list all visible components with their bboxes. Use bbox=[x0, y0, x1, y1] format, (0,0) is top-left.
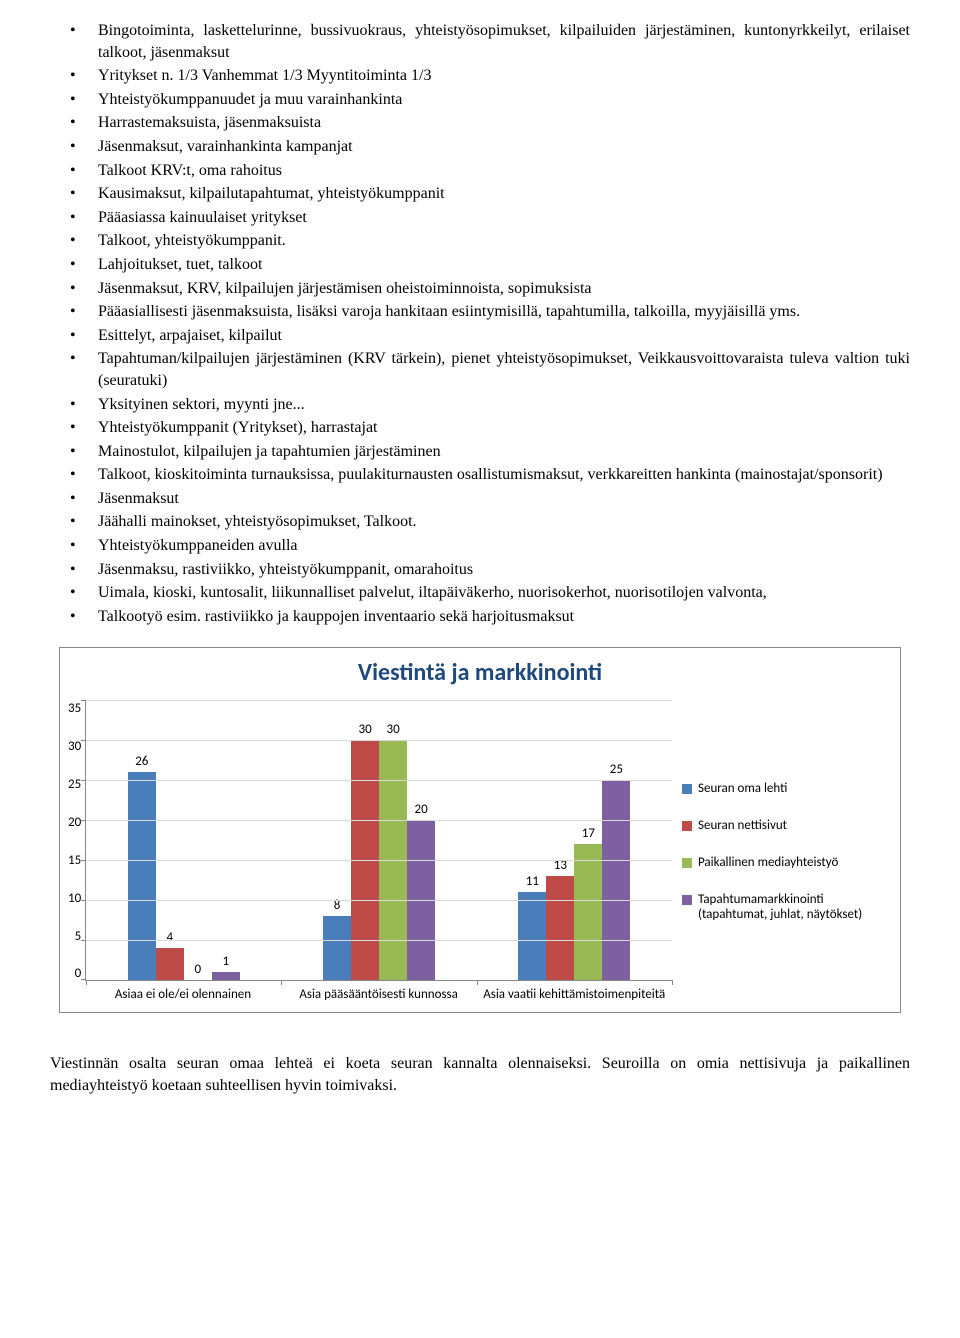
x-tick-mark bbox=[477, 980, 478, 985]
x-tick-mark bbox=[281, 980, 282, 985]
list-item: Yhteistyökumppaneiden avulla bbox=[50, 535, 910, 557]
bar-group: 8 30 30 20 bbox=[281, 701, 476, 980]
list-item: Lahjoitukset, tuet, talkoot bbox=[50, 254, 910, 276]
list-item: Bingotoiminta, laskettelurinne, bussivuo… bbox=[50, 20, 910, 63]
list-item: Harrastemaksuista, jäsenmaksuista bbox=[50, 112, 910, 134]
legend-item: Seuran oma lehti bbox=[682, 781, 892, 796]
y-tick-mark bbox=[81, 820, 86, 821]
chart-title: Viestintä ja markkinointi bbox=[68, 658, 892, 687]
list-item: Jäsenmaksut, KRV, kilpailujen järjestämi… bbox=[50, 278, 910, 300]
list-item: Yksityinen sektori, myynti jne... bbox=[50, 394, 910, 416]
legend-label: Seuran oma lehti bbox=[698, 781, 787, 796]
x-axis-labels: Asiaa ei ole/ei olennainenAsia pääsääntö… bbox=[85, 987, 672, 1002]
list-item: Mainostulot, kilpailujen ja tapahtumien … bbox=[50, 441, 910, 463]
list-item: Talkoot, yhteistyökumppanit. bbox=[50, 230, 910, 252]
y-tick-label: 25 bbox=[68, 777, 81, 792]
bar-value-label: 1 bbox=[223, 954, 230, 969]
list-item: Pääasiallisesti jäsenmaksuista, lisäksi … bbox=[50, 301, 910, 323]
legend-item: Paikallinen mediayhteistyö bbox=[682, 855, 892, 870]
chart-container: Viestintä ja markkinointi 35302520151050… bbox=[59, 647, 901, 1013]
list-item: Pääasiassa kainuulaiset yritykset bbox=[50, 207, 910, 229]
legend-label: Seuran nettisivut bbox=[698, 818, 787, 833]
list-item: Kausimaksut, kilpailutapahtumat, yhteist… bbox=[50, 183, 910, 205]
bar: 17 bbox=[574, 844, 602, 980]
y-tick-label: 0 bbox=[75, 966, 82, 981]
y-tick-mark bbox=[81, 740, 86, 741]
list-item: Talkootyö esim. rastiviikko ja kauppojen… bbox=[50, 606, 910, 628]
bar-group: 11131725 bbox=[477, 701, 672, 980]
grid-line bbox=[86, 740, 672, 741]
bar-value-label: 30 bbox=[358, 722, 371, 737]
y-tick-label: 15 bbox=[68, 853, 81, 868]
y-tick-mark bbox=[81, 860, 86, 861]
bar-value-label: 0 bbox=[195, 962, 202, 977]
grid-line bbox=[86, 820, 672, 821]
bar-groups: 26401830302011131725 bbox=[86, 701, 672, 980]
list-item: Talkoot, kioskitoiminta turnauksissa, pu… bbox=[50, 464, 910, 486]
x-tick-mark bbox=[86, 980, 87, 985]
bullet-list: Bingotoiminta, laskettelurinne, bussivuo… bbox=[50, 20, 910, 627]
x-tick-label: Asia pääsääntöisesti kunnossa bbox=[281, 987, 477, 1002]
bar-value-label: 4 bbox=[167, 930, 174, 945]
y-tick-label: 35 bbox=[68, 701, 81, 716]
bar: 11 bbox=[518, 892, 546, 980]
bar: 26 bbox=[128, 772, 156, 980]
list-item: Talkoot KRV:t, oma rahoitus bbox=[50, 160, 910, 182]
bar: 4 bbox=[156, 948, 184, 980]
legend-item: Tapahtumamarkkinointi (tapahtumat, juhla… bbox=[682, 892, 892, 922]
grid-line bbox=[86, 940, 672, 941]
list-item: Jäsenmaksut bbox=[50, 488, 910, 510]
plot-wrap: 26401830302011131725 Asiaa ei ole/ei ole… bbox=[85, 701, 672, 1002]
bar-group: 26401 bbox=[86, 701, 281, 980]
list-item: Jäsenmaksut, varainhankinta kampanjat bbox=[50, 136, 910, 158]
legend-item: Seuran nettisivut bbox=[682, 818, 892, 833]
bar: 13 bbox=[546, 876, 574, 980]
bar-value-label: 25 bbox=[610, 762, 623, 777]
grid-line bbox=[86, 860, 672, 861]
grid-line bbox=[86, 900, 672, 901]
legend-swatch bbox=[682, 821, 692, 831]
bar-value-label: 26 bbox=[135, 754, 148, 769]
grid-line bbox=[86, 780, 672, 781]
legend-swatch bbox=[682, 895, 692, 905]
y-tick-label: 5 bbox=[75, 929, 82, 944]
plot-area: 26401830302011131725 bbox=[85, 701, 672, 981]
bar-value-label: 30 bbox=[386, 722, 399, 737]
list-item: Uimala, kioski, kuntosalit, liikunnallis… bbox=[50, 582, 910, 604]
list-item: Tapahtuman/kilpailujen järjestäminen (KR… bbox=[50, 348, 910, 391]
bar-value-label: 17 bbox=[582, 826, 595, 841]
bar-value-label: 11 bbox=[526, 874, 539, 889]
y-tick-mark bbox=[81, 940, 86, 941]
y-tick-mark bbox=[81, 700, 86, 701]
x-tick-mark bbox=[672, 980, 673, 985]
grid-line bbox=[86, 700, 672, 701]
legend-label: Tapahtumamarkkinointi (tapahtumat, juhla… bbox=[698, 892, 892, 922]
x-tick-label: Asiaa ei ole/ei olennainen bbox=[85, 987, 281, 1002]
bar: 25 bbox=[602, 780, 630, 980]
legend-swatch bbox=[682, 784, 692, 794]
list-item: Esittelyt, arpajaiset, kilpailut bbox=[50, 325, 910, 347]
legend-label: Paikallinen mediayhteistyö bbox=[698, 855, 838, 870]
footer-paragraph: Viestinnän osalta seuran omaa lehteä ei … bbox=[50, 1053, 910, 1096]
legend: Seuran oma lehti Seuran nettisivut Paikall… bbox=[672, 701, 892, 1002]
bar: 8 bbox=[323, 916, 351, 980]
list-item: Jäsenmaksu, rastiviikko, yhteistyökumppa… bbox=[50, 559, 910, 581]
chart-body: 35302520151050 26401830302011131725 Asia… bbox=[68, 701, 892, 1002]
bar: 1 bbox=[212, 972, 240, 980]
list-item: Yritykset n. 1/3 Vanhemmat 1/3 Myyntitoi… bbox=[50, 65, 910, 87]
y-tick-label: 10 bbox=[68, 891, 81, 906]
y-tick-label: 30 bbox=[68, 739, 81, 754]
list-item: Yhteistyökumppanuudet ja muu varainhanki… bbox=[50, 89, 910, 111]
legend-swatch bbox=[682, 858, 692, 868]
y-tick-mark bbox=[81, 900, 86, 901]
y-tick-label: 20 bbox=[68, 815, 81, 830]
list-item: Jäähalli mainokset, yhteistyösopimukset,… bbox=[50, 511, 910, 533]
list-item: Yhteistyökumppanit (Yritykset), harrasta… bbox=[50, 417, 910, 439]
bar-value-label: 20 bbox=[414, 802, 427, 817]
y-tick-mark bbox=[81, 780, 86, 781]
x-tick-label: Asia vaatii kehittämistoimenpiteitä bbox=[476, 987, 672, 1002]
